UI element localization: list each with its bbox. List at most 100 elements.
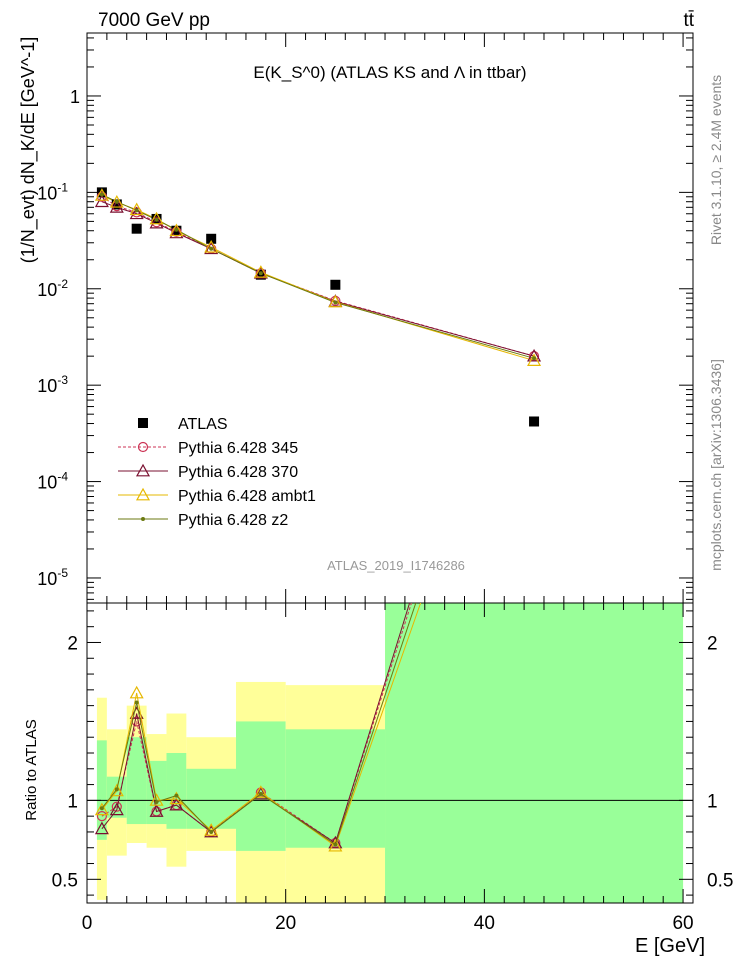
mc-data-point	[328, 294, 343, 308]
legend: ATLAS Pythia 6.428 345 Pythia 6.428 370 Pyt…	[118, 416, 316, 529]
ratio-y-axis-label: Ratio to ATLAS	[23, 719, 40, 820]
mc-data-point	[169, 225, 184, 239]
ratio-data-point	[129, 706, 144, 719]
mc-data-point	[169, 223, 184, 237]
x-tick-label: 40	[474, 913, 495, 934]
mc-data-point	[129, 206, 144, 220]
mc-data-point	[204, 239, 219, 253]
ratio-data-point	[204, 824, 219, 838]
x-tick-label: 0	[82, 913, 93, 934]
main-series-line	[101, 196, 535, 357]
legend-marker	[135, 463, 151, 477]
plot-title: E(K_S^0) (ATLAS KS and Λ in ttbar)	[253, 63, 526, 82]
main-series-line	[101, 194, 535, 359]
mc-data-point	[154, 217, 159, 222]
ratio-band-inner	[96, 740, 107, 840]
y-tick-label: 10-3	[37, 373, 68, 396]
mc-data-point	[253, 265, 268, 278]
mc-data-point	[149, 211, 164, 225]
mc-data-point	[109, 195, 124, 208]
side-label-bottom: mcplots.cern.ch [arXiv:1306.3436]	[708, 359, 724, 571]
atlas-data-point	[330, 279, 341, 290]
x-tick-label: 60	[672, 913, 693, 934]
ratio-data-point	[96, 811, 108, 822]
y-tick-label: 2	[67, 633, 78, 654]
y-tick-label: 10-5	[37, 566, 68, 589]
mc-data-point	[333, 300, 338, 305]
ratio-data-point	[109, 802, 124, 816]
legend-label: Pythia 6.428 ambt1	[178, 488, 316, 505]
y-tick-label: 10-1	[37, 180, 68, 203]
ratio-data-point	[134, 700, 139, 705]
ratio-data-point	[253, 785, 268, 798]
ratio-data-point	[258, 792, 263, 797]
main-axis-ticks: 10-5 10-4 10-3 10-2 10-1 1	[37, 33, 693, 603]
mc-data-point	[149, 215, 164, 229]
ratio-band-inner	[285, 729, 386, 848]
legend-marker	[141, 517, 145, 521]
mc-data-point	[114, 199, 119, 204]
legend-marker	[135, 487, 151, 501]
legend-label: ATLAS	[178, 416, 228, 433]
ratio-band-inner	[385, 603, 684, 903]
ratio-band-inner	[126, 737, 147, 825]
ratio-data-point	[94, 802, 109, 816]
ratio-data-point	[94, 821, 109, 835]
ratio-series-layer	[94, 603, 422, 852]
y-tick-label-right: 0.5	[707, 870, 733, 891]
y-tick-label: 0.5	[52, 870, 78, 891]
y-tick-label: 1	[70, 87, 80, 107]
ratio-data-point	[174, 793, 179, 798]
main-series-line	[101, 194, 535, 362]
mc-data-point	[532, 356, 537, 361]
legend-marker	[138, 418, 148, 428]
mc-data-point	[129, 202, 144, 216]
ratio-data-point	[114, 787, 119, 792]
y-tick-label: 10-4	[37, 470, 68, 493]
legend-label: Pythia 6.428 345	[178, 440, 298, 457]
ratio-data-point	[169, 797, 184, 811]
ratio-data-point	[149, 793, 164, 806]
ratio-data-point	[154, 799, 159, 804]
ratio-data-point	[129, 685, 144, 699]
mc-data-point	[94, 194, 109, 208]
mc-data-point	[174, 227, 179, 232]
ratio-data-point	[328, 838, 343, 852]
ratio-axis-ticks: 0 20 40 60 0.5 0.5 1 1 2 2	[52, 603, 733, 934]
main-y-axis-label: (1/N_evt) dN_K/dE [GeV^-1]	[18, 37, 39, 264]
mc-data-point	[94, 188, 109, 201]
mc-data-point	[209, 246, 214, 251]
ratio-band-inner	[186, 768, 237, 829]
main-series-layer	[94, 187, 542, 427]
atlas-data-point	[131, 223, 142, 234]
mc-data-point	[99, 192, 104, 197]
mc-data-point	[134, 208, 139, 213]
process-label: tt̄	[683, 10, 694, 31]
x-axis-label: E [GeV]	[635, 935, 705, 957]
atlas-data-point	[111, 199, 122, 210]
side-label-top: Rivet 3.1.10, ≥ 2.4M events	[708, 75, 724, 245]
y-tick-label-right: 1	[707, 791, 718, 812]
ratio-uncertainty-bands	[96, 603, 684, 903]
ratio-data-point	[209, 829, 214, 834]
atlas-data-point	[206, 233, 217, 244]
mc-data-point	[527, 348, 542, 362]
legend-marker	[137, 441, 149, 453]
analysis-id: ATLAS_2019_I1746286	[327, 558, 465, 573]
ratio-data-point	[109, 783, 124, 797]
ratio-data-point	[253, 786, 268, 800]
legend-label: Pythia 6.428 z2	[178, 512, 288, 529]
x-tick-label: 20	[275, 913, 296, 934]
ratio-data-point	[149, 804, 164, 817]
y-tick-label: 1	[67, 791, 78, 812]
mc-data-point	[527, 353, 542, 366]
ratio-band-inner	[166, 753, 187, 829]
atlas-data-point	[529, 416, 540, 427]
mc-data-point	[258, 271, 263, 276]
mc-data-point	[204, 241, 219, 255]
legend-label: Pythia 6.428 370	[178, 464, 298, 481]
ratio-data-point	[333, 842, 338, 847]
y-tick-label: 10-2	[37, 277, 68, 300]
ratio-band-inner	[146, 760, 167, 825]
